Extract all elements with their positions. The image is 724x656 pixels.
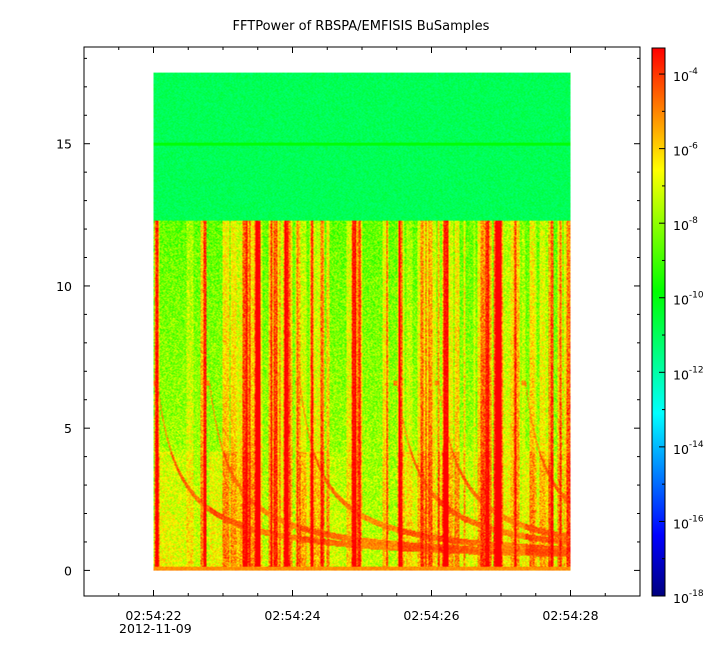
colorbar-axis: 10-4 10-6 10-8 10-10 10-12 10-14 10-16 10-18 (659, 67, 704, 606)
x-axis-date-label: 2012-11-09 (119, 621, 192, 636)
x-tick-label: 02:54:22 (125, 608, 181, 623)
x-tick-label: 02:54:28 (542, 608, 598, 623)
y-tick-label: 15 (56, 137, 72, 152)
colorbar-tick-label: 10-4 (673, 67, 698, 84)
y-axis: 0 5 10 15 (56, 57, 640, 578)
y-tick-label: 0 (64, 563, 72, 578)
colorbar-tick-label: 10-12 (673, 365, 704, 382)
colorbar-tick-label: 10-6 (673, 142, 698, 159)
spectrogram-raster (153, 72, 571, 571)
x-axis: 02:54:22 02:54:24 02:54:26 02:54:28 (83, 47, 641, 623)
y-tick-label: 5 (64, 421, 72, 436)
x-tick-label: 02:54:26 (403, 608, 459, 623)
plot-area (83, 46, 641, 597)
colorbar-frame (651, 47, 666, 597)
spectrogram-image (153, 72, 571, 571)
y-tick-label: 10 (56, 279, 72, 294)
colorbar: 10-4 10-6 10-8 10-10 10-12 10-14 10-16 10-18 (651, 47, 704, 606)
colorbar-tick-label: 10-18 (673, 589, 704, 606)
colorbar-tick-label: 10-14 (673, 440, 704, 457)
colorbar-tick-label: 10-10 (673, 291, 704, 308)
colorbar-gradient (652, 48, 665, 596)
colorbar-tick-label: 10-16 (673, 514, 704, 531)
x-tick-label: 02:54:24 (264, 608, 320, 623)
colorbar-tick-label: 10-8 (673, 216, 698, 233)
chart-title: FFTPower of RBSPA/EMFISIS BuSamples (233, 19, 490, 34)
